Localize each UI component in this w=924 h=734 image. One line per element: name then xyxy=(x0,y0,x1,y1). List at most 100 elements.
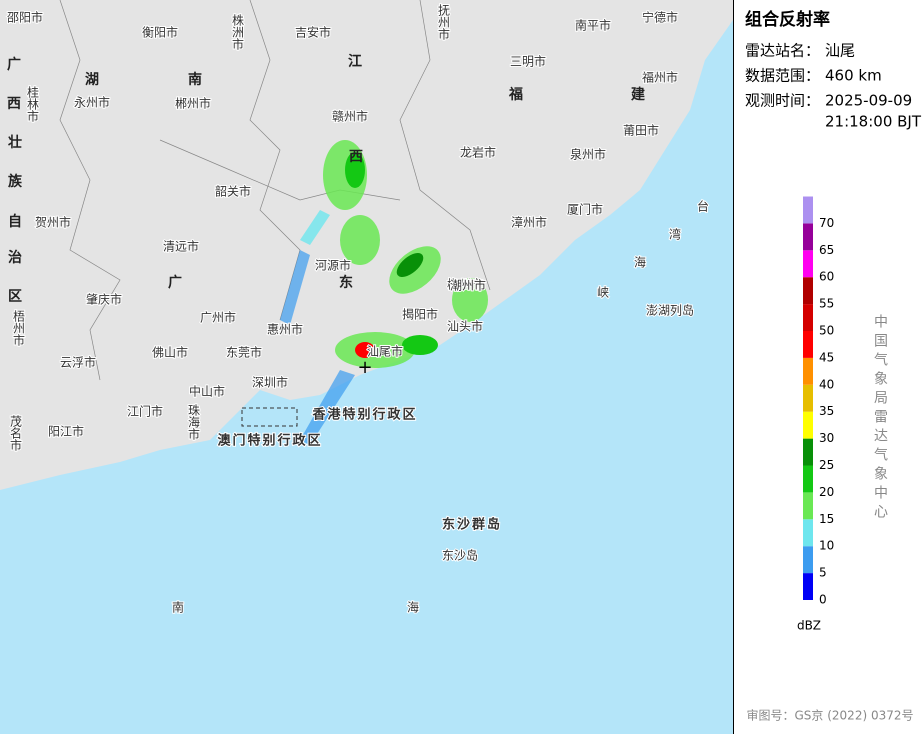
legend-label: 65 xyxy=(819,243,834,257)
legend-swatch xyxy=(803,304,813,331)
legend-swatch xyxy=(803,438,813,466)
map-label: 衡阳市 xyxy=(142,25,178,40)
radar-echoes xyxy=(280,140,488,445)
map-label: 峡 xyxy=(597,286,609,300)
legend-swatch xyxy=(803,573,813,600)
map-label: 永州市 xyxy=(74,95,110,110)
map-label: 东沙群岛 xyxy=(442,517,502,533)
map-label: 莆田市 xyxy=(623,123,659,138)
legend-swatch xyxy=(803,465,813,493)
map-label: 南平市 xyxy=(575,18,611,33)
map-label: 潮州市 xyxy=(450,278,486,293)
map-label: 梅州市 xyxy=(447,277,483,292)
map-label: 广 xyxy=(168,274,182,291)
map-label: 湖 xyxy=(85,72,99,88)
range: 460 km xyxy=(825,67,882,85)
map-label: 中山市 xyxy=(189,384,225,399)
map-label: 厦门市 xyxy=(567,202,603,217)
map-label: 东 xyxy=(339,274,353,291)
legend-label: 60 xyxy=(819,270,834,284)
map-label: 南 xyxy=(172,600,184,615)
legend-swatch xyxy=(803,411,813,439)
legend-label: 15 xyxy=(819,512,834,526)
legend-label: 25 xyxy=(819,458,834,472)
map-label: 东莞市 xyxy=(226,345,262,360)
map-label: 河源市 xyxy=(315,258,351,273)
map-label: 治 xyxy=(8,249,22,266)
map-label: 揭阳市 xyxy=(402,307,438,322)
map-label: 梧州市 xyxy=(12,309,26,346)
legend-swatch xyxy=(803,250,813,278)
agency: 中国气象局雷达气象中心 xyxy=(872,314,888,523)
legend-label: 55 xyxy=(819,297,834,311)
map-label: 海 xyxy=(634,255,646,270)
map-label: 自 xyxy=(8,213,22,230)
map-label: 湾 xyxy=(669,227,681,242)
map-label: 桂林市 xyxy=(26,85,40,122)
map-label: 福 xyxy=(508,86,523,103)
legend-swatch xyxy=(803,519,813,547)
map-label: 澳门特别行政区 xyxy=(217,433,322,449)
map-label: 漳州市 xyxy=(511,215,547,230)
time-label: 观测时间： xyxy=(745,92,820,110)
legend-label: 45 xyxy=(819,350,834,364)
station: 汕尾 xyxy=(825,42,855,60)
map-label: 东沙岛 xyxy=(442,548,478,563)
map-label: 建 xyxy=(631,86,645,103)
map-label: 邵阳市 xyxy=(7,10,43,25)
legend-label: 10 xyxy=(819,539,834,553)
map-label: 南 xyxy=(188,71,202,88)
unit: dBZ xyxy=(797,619,821,633)
map-label: 惠州市 xyxy=(267,322,303,337)
time: 21:18:00 BJT xyxy=(825,113,922,131)
map-label: 抚州市 xyxy=(437,4,451,40)
title: 组合反射率 xyxy=(745,9,830,30)
map-label: 广 xyxy=(7,56,21,73)
map-label: 云浮市 xyxy=(60,355,96,370)
map-label: 宁德市 xyxy=(642,10,678,25)
map-label: 香港特别行政区 xyxy=(311,407,417,423)
map-label: 三明市 xyxy=(510,54,546,69)
map-label: 澎湖列岛 xyxy=(646,303,694,318)
legend-label: 70 xyxy=(819,216,834,230)
map-label: 深圳市 xyxy=(252,375,288,390)
legend-label: 50 xyxy=(819,324,834,338)
map-label: 区 xyxy=(8,289,22,305)
map-label: 海 xyxy=(407,600,419,615)
map-label: 珠海市 xyxy=(187,404,201,440)
legend-label: 5 xyxy=(819,566,827,580)
map-label: 郴州市 xyxy=(175,96,211,111)
map-label: 茂名市 xyxy=(9,415,23,451)
station-label: 雷达站名： xyxy=(745,42,820,60)
map-label: 江 xyxy=(348,53,362,70)
map-label: 汕尾市 xyxy=(367,344,403,359)
map-label: 福州市 xyxy=(642,70,678,85)
legend: 0 5 10 15 20 25 30 35 40 45 50 55 60 65 70 xyxy=(803,196,834,607)
legend-label: 0 xyxy=(819,593,827,607)
map-label: 龙岩市 xyxy=(460,145,496,160)
map-label: 广州市 xyxy=(200,310,236,325)
legend-label: 35 xyxy=(819,404,834,418)
map-label: 贺州市 xyxy=(35,215,71,230)
map-label: 西 xyxy=(7,96,21,112)
map-label: 赣州市 xyxy=(332,109,368,124)
approval: 审图号：GS京 (2022) 0372号 xyxy=(747,708,914,723)
legend-swatch xyxy=(803,277,813,305)
map-label: 株洲市 xyxy=(231,13,245,50)
map-label: 汕头市 xyxy=(447,319,483,334)
map-label: 阳江市 xyxy=(48,424,84,439)
legend-label: 20 xyxy=(819,485,834,499)
legend-swatch xyxy=(803,546,813,574)
hk-box xyxy=(241,407,298,427)
map-label: 西 xyxy=(349,149,363,165)
map-label: 壮 xyxy=(8,134,22,151)
range-label: 数据范围： xyxy=(745,67,820,85)
legend-label: 30 xyxy=(819,431,834,445)
legend-label: 40 xyxy=(819,377,834,391)
info-panel: 组合反射率 雷达站名： 汕尾 数据范围： 460 km 观测时间： 2025-0… xyxy=(745,9,922,723)
legend-swatch xyxy=(803,357,813,385)
map-label: 台 xyxy=(697,199,709,214)
map-label: 族 xyxy=(8,173,23,190)
